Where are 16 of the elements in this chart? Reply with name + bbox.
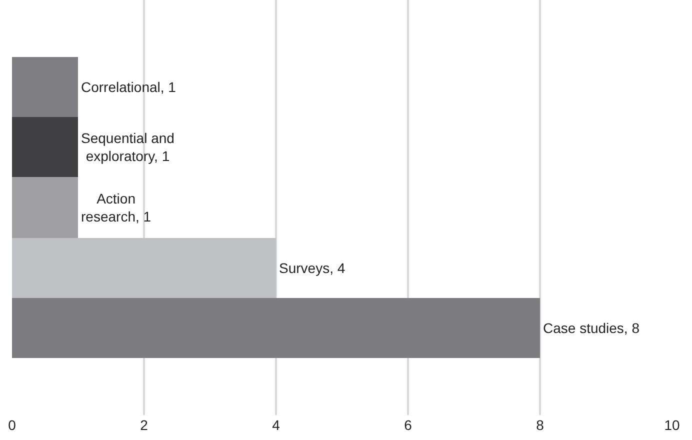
data-label: Sequential and exploratory, 1 [81, 130, 174, 164]
x-tick-label: 6 [404, 417, 412, 433]
bar [12, 238, 276, 298]
x-tick-label: 2 [140, 417, 148, 433]
bar [12, 177, 78, 238]
data-label: Surveys, 4 [279, 260, 346, 276]
data-label: Action research, 1 [81, 190, 152, 225]
bar [12, 117, 78, 177]
x-tick-label: 10 [664, 417, 680, 433]
bar [12, 298, 540, 358]
data-label: Correlational, 1 [81, 79, 176, 95]
x-tick-label: 8 [536, 417, 544, 433]
x-tick-label: 4 [272, 417, 280, 433]
data-label: Case studies, 8 [543, 320, 640, 336]
x-tick-label: 0 [8, 417, 16, 433]
bar [12, 57, 78, 117]
